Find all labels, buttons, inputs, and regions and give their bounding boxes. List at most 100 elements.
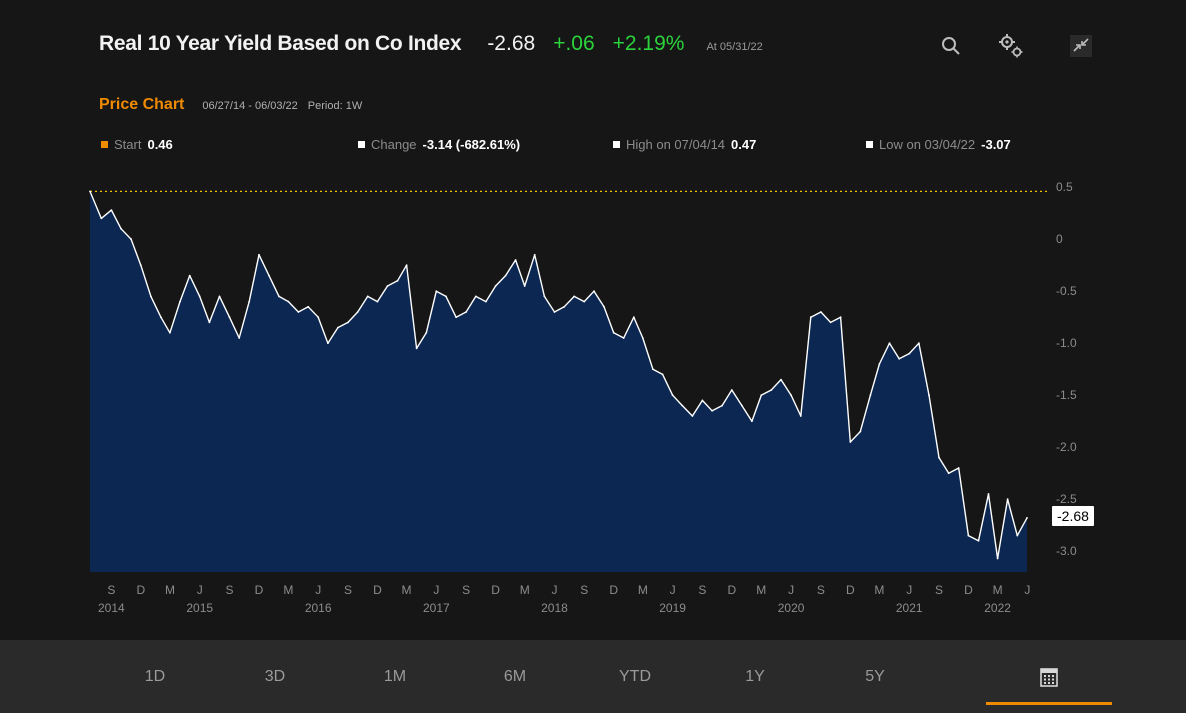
data-point <box>799 415 802 417</box>
x-year-label: 2018 <box>541 601 568 615</box>
data-point <box>543 295 546 298</box>
range-3d-label: 3D <box>264 667 286 685</box>
data-point <box>681 404 684 407</box>
data-point <box>849 441 852 443</box>
security-title: Real 10 Year Yield Based on Co Index <box>99 32 462 55</box>
data-point <box>829 321 832 324</box>
data-point <box>110 209 113 212</box>
data-point <box>494 285 497 287</box>
range-selector: 1D 3D 1M 6M YTD 1Y 5Y <box>0 640 1186 713</box>
stat-low: Low on 03/04/22 -3.07 <box>866 137 1011 152</box>
range-ytd-button[interactable]: YTD <box>585 640 685 713</box>
data-point <box>573 295 576 298</box>
x-year-label: 2016 <box>305 601 332 615</box>
range-1d-button[interactable]: 1D <box>105 640 205 713</box>
data-point <box>130 238 133 241</box>
x-tick-label: M <box>402 583 412 597</box>
range-5y-label: 5Y <box>865 667 885 685</box>
settings-gear-icon[interactable] <box>995 30 1027 62</box>
data-point <box>150 295 152 298</box>
range-5y-button[interactable]: 5Y <box>825 640 925 713</box>
data-point <box>160 316 162 319</box>
x-tick-label: J <box>197 583 203 597</box>
data-point <box>307 305 310 308</box>
x-tick-label: S <box>698 583 706 597</box>
price-chart-label: Price Chart <box>99 96 185 113</box>
data-point <box>563 305 566 308</box>
stat-high-label: High on 07/04/14 <box>626 137 726 152</box>
data-point <box>661 373 664 376</box>
data-point <box>474 295 477 298</box>
x-tick-label: M <box>638 583 648 597</box>
x-tick-label: D <box>136 583 145 597</box>
x-tick-label: D <box>373 583 382 597</box>
collapse-icon[interactable] <box>1065 30 1097 62</box>
percent-change: +2.19% <box>612 32 685 55</box>
data-point <box>1016 534 1019 537</box>
data-point <box>405 264 408 267</box>
x-tick-label: J <box>315 583 321 597</box>
range-3d-button[interactable]: 3D <box>225 640 325 713</box>
calendar-range-button[interactable] <box>986 640 1112 713</box>
y-tick-label: -2.0 <box>1056 440 1077 454</box>
x-tick-label: M <box>520 583 530 597</box>
range-6m-button[interactable]: 6M <box>465 640 565 713</box>
y-tick-label: -3.0 <box>1056 544 1077 558</box>
data-point <box>553 311 556 313</box>
y-tick-label: 0.5 <box>1056 180 1073 194</box>
range-1m-label: 1M <box>383 667 407 685</box>
data-point <box>218 295 221 298</box>
data-point <box>89 190 91 193</box>
stat-start: Start 0.46 <box>101 137 173 152</box>
data-point <box>533 253 536 256</box>
data-point <box>287 300 290 303</box>
data-point <box>967 534 970 537</box>
data-point <box>770 389 773 391</box>
y-tick-label: 0 <box>1056 232 1063 246</box>
data-point <box>317 316 320 319</box>
data-point <box>996 557 999 560</box>
chart-header: Real 10 Year Yield Based on Co Index -2.… <box>99 32 763 68</box>
range-6m-label: 6M <box>503 667 527 685</box>
data-point <box>465 311 467 313</box>
data-point <box>100 217 103 220</box>
stat-change-label: Change <box>371 137 417 152</box>
y-tick-label: -0.5 <box>1056 284 1077 298</box>
x-year-label: 2017 <box>423 601 450 615</box>
data-point <box>455 316 457 319</box>
data-point <box>485 300 487 303</box>
x-tick-label: S <box>935 583 943 597</box>
start-marker-icon <box>101 141 108 148</box>
x-tick-label: D <box>846 583 855 597</box>
data-point <box>347 321 349 324</box>
data-point <box>139 264 142 267</box>
data-point <box>691 415 694 417</box>
stat-high-value: 0.47 <box>731 137 757 152</box>
price-chart[interactable]: 0.5 0 -0.5 -1.0 -1.5 -2.0 -2.5 -3.0 S 2014 D M J 201… <box>0 0 1186 640</box>
data-point <box>445 295 447 298</box>
x-tick-label: J <box>551 583 557 597</box>
data-point <box>228 316 231 319</box>
x-tick-label: J <box>906 583 912 597</box>
x-tick-label: D <box>255 583 264 597</box>
range-1y-button[interactable]: 1Y <box>705 640 805 713</box>
range-1m-button[interactable]: 1M <box>345 640 445 713</box>
data-point <box>583 300 586 303</box>
stat-change: Change -3.14 (-682.61%) <box>358 137 520 152</box>
data-point <box>928 394 930 397</box>
date-range: 06/27/14 - 06/03/22 <box>202 100 298 112</box>
data-point <box>701 399 704 402</box>
data-point <box>248 300 251 303</box>
y-tick-label: -1.0 <box>1056 336 1077 350</box>
data-point <box>188 274 191 277</box>
x-year-label: 2019 <box>659 601 686 615</box>
stat-low-value: -3.07 <box>981 137 1011 152</box>
search-icon[interactable] <box>935 30 967 62</box>
data-point <box>120 227 122 230</box>
active-range-underline <box>986 702 1112 705</box>
x-tick-label: S <box>580 583 588 597</box>
data-point <box>751 420 753 423</box>
x-tick-label: S <box>462 583 470 597</box>
stat-low-label: Low on 03/04/22 <box>879 137 976 152</box>
data-point <box>425 331 428 334</box>
